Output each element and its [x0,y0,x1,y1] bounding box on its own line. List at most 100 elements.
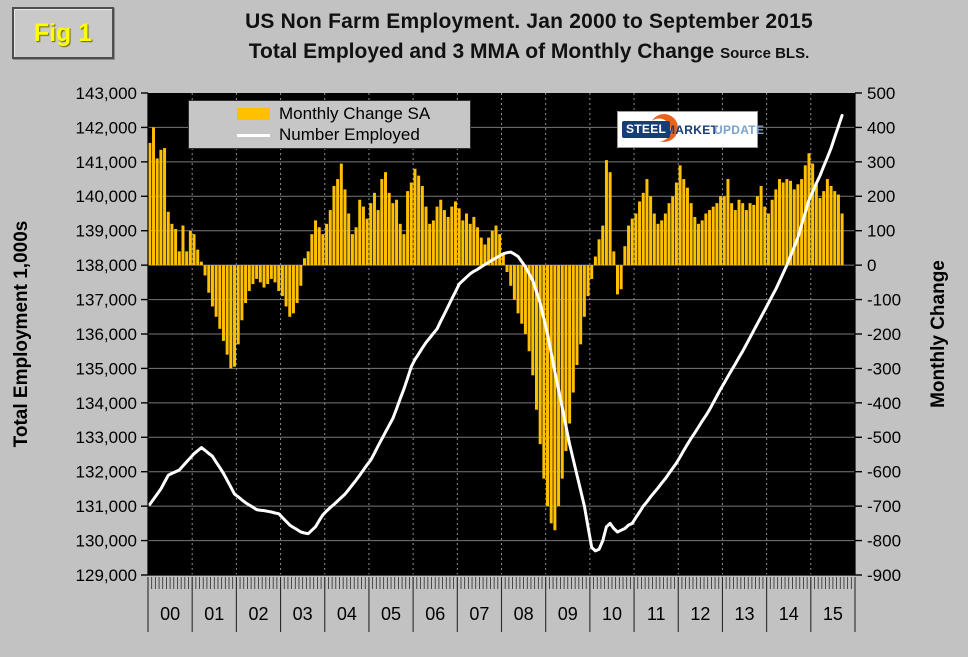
right-axis-tick-label: -200 [867,325,901,344]
monthly-change-bar [273,265,277,283]
monthly-change-bar [328,210,332,266]
monthly-change-bar [402,234,406,266]
right-axis-tick-label: -800 [867,532,901,551]
monthly-change-bar [299,265,303,286]
monthly-change-bar [196,249,200,266]
monthly-change-bar [291,265,295,314]
monthly-change-bar [520,265,524,324]
monthly-change-bar [840,213,844,266]
monthly-change-bar [214,265,218,317]
monthly-change-bar [343,189,347,266]
x-axis-year-label: 03 [293,604,313,624]
monthly-change-bar [542,265,546,479]
monthly-change-bar [608,172,612,266]
monthly-change-bar [711,206,715,266]
monthly-change-bar [380,179,384,266]
chart-subtitle: Total Employed and 3 MMA of Monthly Chan… [130,40,928,64]
monthly-change-bar [774,189,778,266]
x-axis-year-label: 04 [337,604,357,624]
monthly-change-bar [763,206,767,266]
right-axis-tick-label: -600 [867,463,901,482]
monthly-change-bar [785,179,789,266]
monthly-change-bar [523,265,527,334]
monthly-change-bar [185,251,189,266]
right-axis-tick-label: -500 [867,428,901,447]
logo-word-steel: STEEL [622,121,671,138]
left-axis-tick-label: 141,000 [76,153,137,172]
left-axis-tick-label: 139,000 [76,222,137,241]
x-axis-year-label: 15 [823,604,843,624]
monthly-change-bar [236,265,240,345]
x-axis-year-label: 13 [735,604,755,624]
monthly-change-bar [148,142,152,266]
logo-word-update: UPDATE [714,123,765,137]
monthly-change-bar [233,265,237,367]
x-axis-year-label: 14 [779,604,799,624]
monthly-change-bar [726,179,730,266]
monthly-change-bar [398,223,402,266]
monthly-change-bar [413,168,417,266]
monthly-change-bar [579,265,583,345]
monthly-change-bar [693,216,697,266]
monthly-change-bar [534,265,538,410]
monthly-change-bar [258,265,262,283]
monthly-change-bar [778,179,781,266]
chart-source: Source BLS. [720,45,810,62]
monthly-change-bar [505,265,509,273]
employment-line [148,113,844,553]
left-axis-tick-label: 136,000 [76,325,137,344]
monthly-change-bar [818,198,822,266]
monthly-change-bar [571,265,575,393]
right-axis-tick-label: -900 [867,566,901,585]
monthly-change-bar [833,191,837,266]
monthly-change-bar [829,185,833,266]
monthly-change-bar [807,153,811,266]
chart-titles: US Non Farm Employment. Jan 2000 to Sept… [130,10,928,64]
monthly-change-bar [472,216,476,266]
right-axis-tick-label: 100 [867,222,895,241]
monthly-change-bar [255,265,259,279]
right-axis-tick-label: 200 [867,187,895,206]
monthly-change-bar [733,210,737,266]
monthly-change-bar [744,210,748,266]
monthly-change-bar [737,199,741,266]
monthly-change-bar [354,227,358,266]
right-axis-title: Monthly Change [928,260,949,408]
monthly-change-bar [174,228,178,266]
monthly-change-bar [479,237,483,266]
monthly-change-bar [822,191,826,266]
monthly-change-bar [656,223,660,266]
monthly-change-bar [590,265,594,279]
monthly-change-bar [630,218,634,266]
monthly-change-bar [428,223,432,266]
monthly-change-bar [652,213,656,266]
monthly-change-bar [509,265,513,286]
monthly-change-bar [159,149,163,266]
monthly-change-bar [663,213,667,266]
right-axis-tick-label: -100 [867,291,901,310]
monthly-change-bar [564,265,568,452]
monthly-change-bar [321,234,325,266]
monthly-change-bar [582,265,586,317]
monthly-change-bar [152,127,156,266]
legend-item-line: Number Employed [189,125,470,144]
monthly-change-bar [395,199,399,266]
monthly-change-bar [325,223,329,266]
monthly-change-bar [450,206,454,266]
monthly-change-bar [792,189,796,266]
monthly-change-bar [457,208,461,266]
monthly-change-bar [350,234,354,266]
monthly-change-bar [836,194,840,266]
monthly-change-bar [593,256,597,266]
monthly-change-bar [409,182,413,266]
monthly-change-bar [697,223,700,266]
monthly-change-bar [575,265,579,365]
monthly-change-bar [207,265,211,293]
monthly-change-bar [420,185,424,266]
monthly-change-bar [188,230,192,266]
line-swatch-icon [237,133,270,137]
monthly-change-bar [814,182,818,266]
right-axis-tick-label: -300 [867,359,901,378]
monthly-change-bar [722,196,726,266]
monthly-change-bar [446,216,450,266]
